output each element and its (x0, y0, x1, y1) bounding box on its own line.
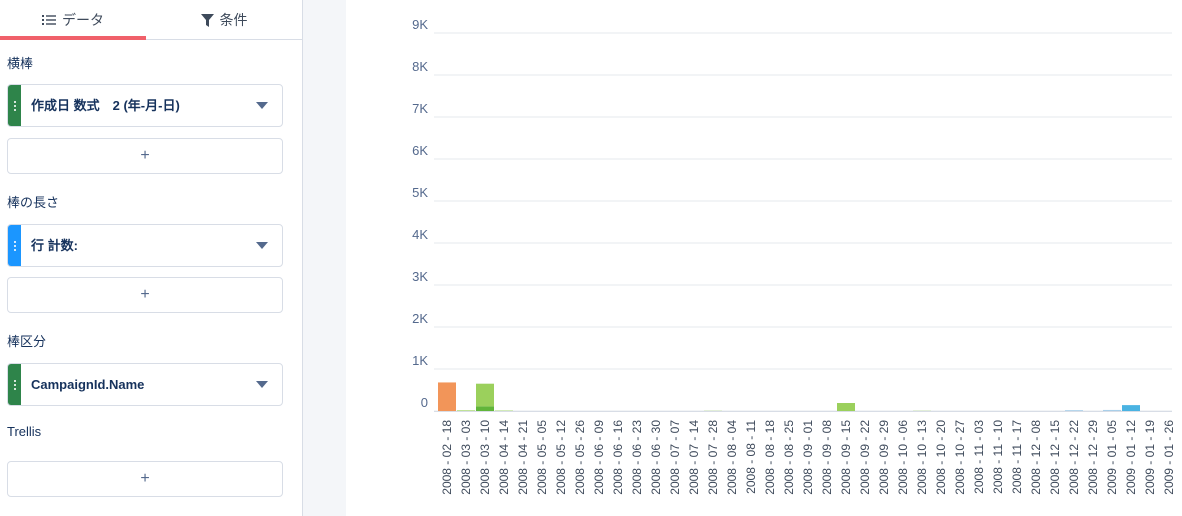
x-tick-label: 2008 - 05 - 12 (554, 420, 568, 495)
x-tick-label: 2008 - 04 - 14 (497, 420, 511, 495)
bars-field-label: 作成日 数式 2 (年-月-日) (31, 98, 180, 113)
x-tick-label: 2008 - 08 - 18 (763, 420, 777, 495)
y-tick-label: 1K (412, 353, 428, 368)
y-tick-label: 7K (412, 101, 428, 116)
drag-handle-icon[interactable] (8, 364, 21, 405)
x-tick-label: 2009 - 01 - 26 (1162, 420, 1176, 495)
x-tick-label: 2009 - 01 - 05 (1105, 420, 1119, 495)
y-tick-label: 0 (421, 395, 428, 410)
tab-filter-label: 条件 (219, 12, 248, 28)
drag-handle-icon[interactable] (8, 225, 21, 266)
chevron-down-icon (256, 242, 268, 249)
x-tick-label: 2008 - 10 - 27 (953, 420, 967, 495)
bar (438, 382, 456, 411)
y-tick-label: 6K (412, 143, 428, 158)
bars-field-select[interactable]: 作成日 数式 2 (年-月-日) (7, 84, 283, 127)
bar-chart: 0 1K 2K 3K 4K 5K 6K 7K 8K 9K 2008 - 02 - 18 2008 - … (412, 17, 1176, 495)
y-tick-label: 9K (412, 17, 428, 32)
x-tick-label: 2008 - 12 - 22 (1067, 420, 1081, 495)
x-tick-label: 2008 - 09 - 15 (839, 420, 853, 495)
tab-filter[interactable]: 条件 (146, 0, 302, 40)
x-tick-label: 2008 - 07 - 07 (668, 420, 682, 495)
y-tick-label: 3K (412, 269, 428, 284)
y-tick-label: 5K (412, 185, 428, 200)
x-tick-label: 2008 - 06 - 23 (630, 420, 644, 495)
bar (476, 406, 494, 411)
x-tick-label: 2009 - 01 - 19 (1143, 420, 1157, 495)
add-trellis-field-button[interactable]: + (7, 461, 283, 497)
y-tick-label: 8K (412, 59, 428, 74)
chart-area: 0 1K 2K 3K 4K 5K 6K 7K 8K 9K 2008 - 02 - 18 2008 - … (346, 0, 1182, 516)
panel-gutter (303, 0, 346, 516)
x-tick-label: 2008 - 11 - 03 (972, 420, 986, 494)
x-tick-label: 2008 - 11 - 10 (991, 420, 1005, 494)
bar (837, 403, 855, 411)
x-tick-label: 2008 - 09 - 22 (858, 420, 872, 495)
add-bars-field-button[interactable]: + (7, 138, 283, 174)
x-tick-label: 2008 - 08 - 25 (782, 420, 796, 495)
left-panel: データ 条件 横棒 作成日 数式 2 (年-月-日) + 棒の長さ 行 計数: … (0, 0, 303, 516)
split-field-select[interactable]: CampaignId.Name (7, 363, 283, 406)
x-tick-label: 2008 - 06 - 09 (592, 420, 606, 495)
split-section-label: 棒区分 (7, 334, 47, 349)
y-tick-label: 2K (412, 311, 428, 326)
bar (1122, 405, 1140, 411)
filter-icon (200, 13, 214, 27)
x-tick-label: 2008 - 02 - 18 (440, 420, 454, 495)
x-tick-label: 2008 - 07 - 28 (706, 420, 720, 495)
trellis-section-label: Trellis (7, 424, 42, 439)
length-field-select[interactable]: 行 計数: (7, 224, 283, 267)
x-tick-label: 2008 - 10 - 20 (934, 420, 948, 495)
chevron-down-icon (256, 102, 268, 109)
x-tick-label: 2008 - 09 - 01 (801, 420, 815, 495)
split-field-label: CampaignId.Name (31, 377, 145, 392)
drag-handle-icon[interactable] (8, 85, 21, 126)
x-tick-label: 2008 - 12 - 29 (1086, 420, 1100, 495)
x-tick-label: 2008 - 10 - 06 (896, 420, 910, 495)
x-tick-label: 2008 - 09 - 29 (877, 420, 891, 495)
length-field-label: 行 計数: (31, 238, 78, 253)
x-tick-label: 2008 - 06 - 16 (611, 420, 625, 495)
active-tab-indicator (0, 36, 146, 40)
list-icon (42, 14, 56, 26)
tab-data[interactable]: データ (0, 0, 146, 40)
bars-section-label: 横棒 (7, 56, 34, 71)
x-tick-label: 2008 - 12 - 08 (1029, 420, 1043, 495)
x-tick-label: 2008 - 09 - 08 (820, 420, 834, 495)
x-tick-label: 2009 - 01 - 12 (1124, 420, 1138, 495)
tab-data-label: データ (62, 12, 104, 28)
x-tick-label: 2008 - 11 - 17 (1010, 420, 1024, 494)
bar (1103, 409, 1121, 411)
chevron-down-icon (256, 381, 268, 388)
bar (457, 410, 475, 412)
x-tick-label: 2008 - 05 - 26 (573, 420, 587, 495)
bar (476, 383, 494, 407)
x-tick-label: 2008 - 08 - 11 (744, 420, 758, 494)
bar (1065, 410, 1083, 412)
x-tick-label: 2008 - 03 - 10 (478, 420, 492, 495)
panel-tabs: データ 条件 (0, 0, 302, 40)
x-tick-label: 2008 - 08 - 04 (725, 420, 739, 495)
x-tick-label: 2008 - 07 - 14 (687, 420, 701, 495)
y-tick-label: 4K (412, 227, 428, 242)
x-tick-label: 2008 - 04 - 21 (516, 420, 530, 495)
x-tick-label: 2008 - 03 - 03 (459, 420, 473, 495)
length-section-label: 棒の長さ (7, 195, 60, 210)
x-tick-label: 2008 - 10 - 13 (915, 420, 929, 495)
x-tick-label: 2008 - 06 - 30 (649, 420, 663, 495)
add-length-field-button[interactable]: + (7, 277, 283, 313)
x-tick-label: 2008 - 05 - 05 (535, 420, 549, 495)
x-tick-label: 2008 - 12 - 15 (1048, 420, 1062, 495)
